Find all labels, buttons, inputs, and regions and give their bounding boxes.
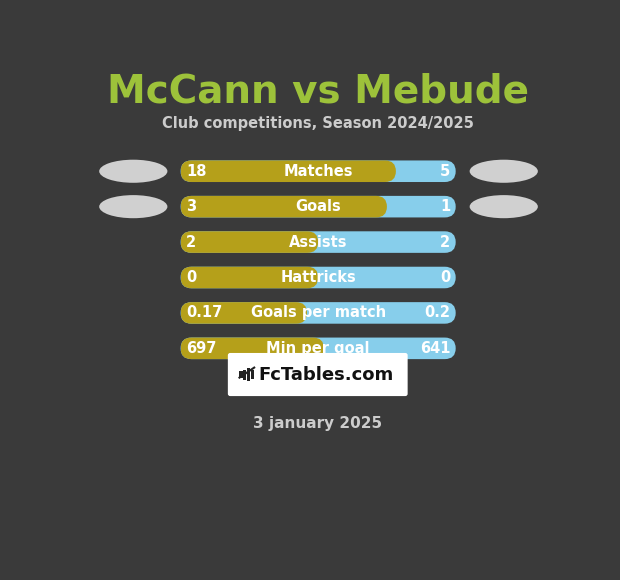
FancyBboxPatch shape (180, 161, 396, 182)
Text: McCann vs Mebude: McCann vs Mebude (107, 72, 529, 110)
FancyBboxPatch shape (180, 231, 456, 253)
Text: 2: 2 (440, 234, 450, 249)
Text: Matches: Matches (283, 164, 353, 179)
Bar (247, 368, 250, 382)
FancyBboxPatch shape (180, 338, 456, 359)
Bar (243, 369, 246, 379)
FancyBboxPatch shape (180, 338, 324, 359)
Text: 3 january 2025: 3 january 2025 (253, 416, 383, 432)
Text: FcTables.com: FcTables.com (258, 365, 393, 383)
FancyBboxPatch shape (180, 231, 318, 253)
Text: 0: 0 (440, 270, 450, 285)
Text: 5: 5 (440, 164, 450, 179)
FancyBboxPatch shape (180, 161, 456, 182)
Text: 18: 18 (186, 164, 206, 179)
FancyBboxPatch shape (180, 196, 387, 218)
Text: Club competitions, Season 2024/2025: Club competitions, Season 2024/2025 (162, 116, 474, 131)
Text: Hattricks: Hattricks (280, 270, 356, 285)
Bar (251, 370, 254, 379)
Text: 0.2: 0.2 (424, 306, 450, 320)
Ellipse shape (99, 160, 167, 183)
FancyBboxPatch shape (228, 353, 408, 396)
Ellipse shape (470, 195, 538, 218)
FancyBboxPatch shape (180, 302, 307, 324)
Text: 641: 641 (420, 341, 450, 356)
Text: Min per goal: Min per goal (267, 341, 370, 356)
FancyBboxPatch shape (180, 267, 318, 288)
FancyBboxPatch shape (180, 267, 456, 288)
Text: 3: 3 (186, 199, 196, 214)
Bar (239, 371, 242, 378)
FancyBboxPatch shape (180, 302, 456, 324)
Ellipse shape (99, 195, 167, 218)
Text: 697: 697 (186, 341, 216, 356)
Text: Goals: Goals (295, 199, 341, 214)
Text: Goals per match: Goals per match (250, 306, 386, 320)
Text: 1: 1 (440, 199, 450, 214)
Text: 0.17: 0.17 (186, 306, 222, 320)
Text: 0: 0 (186, 270, 197, 285)
Text: 2: 2 (186, 234, 196, 249)
FancyBboxPatch shape (180, 196, 456, 218)
Ellipse shape (470, 160, 538, 183)
Text: Assists: Assists (289, 234, 347, 249)
